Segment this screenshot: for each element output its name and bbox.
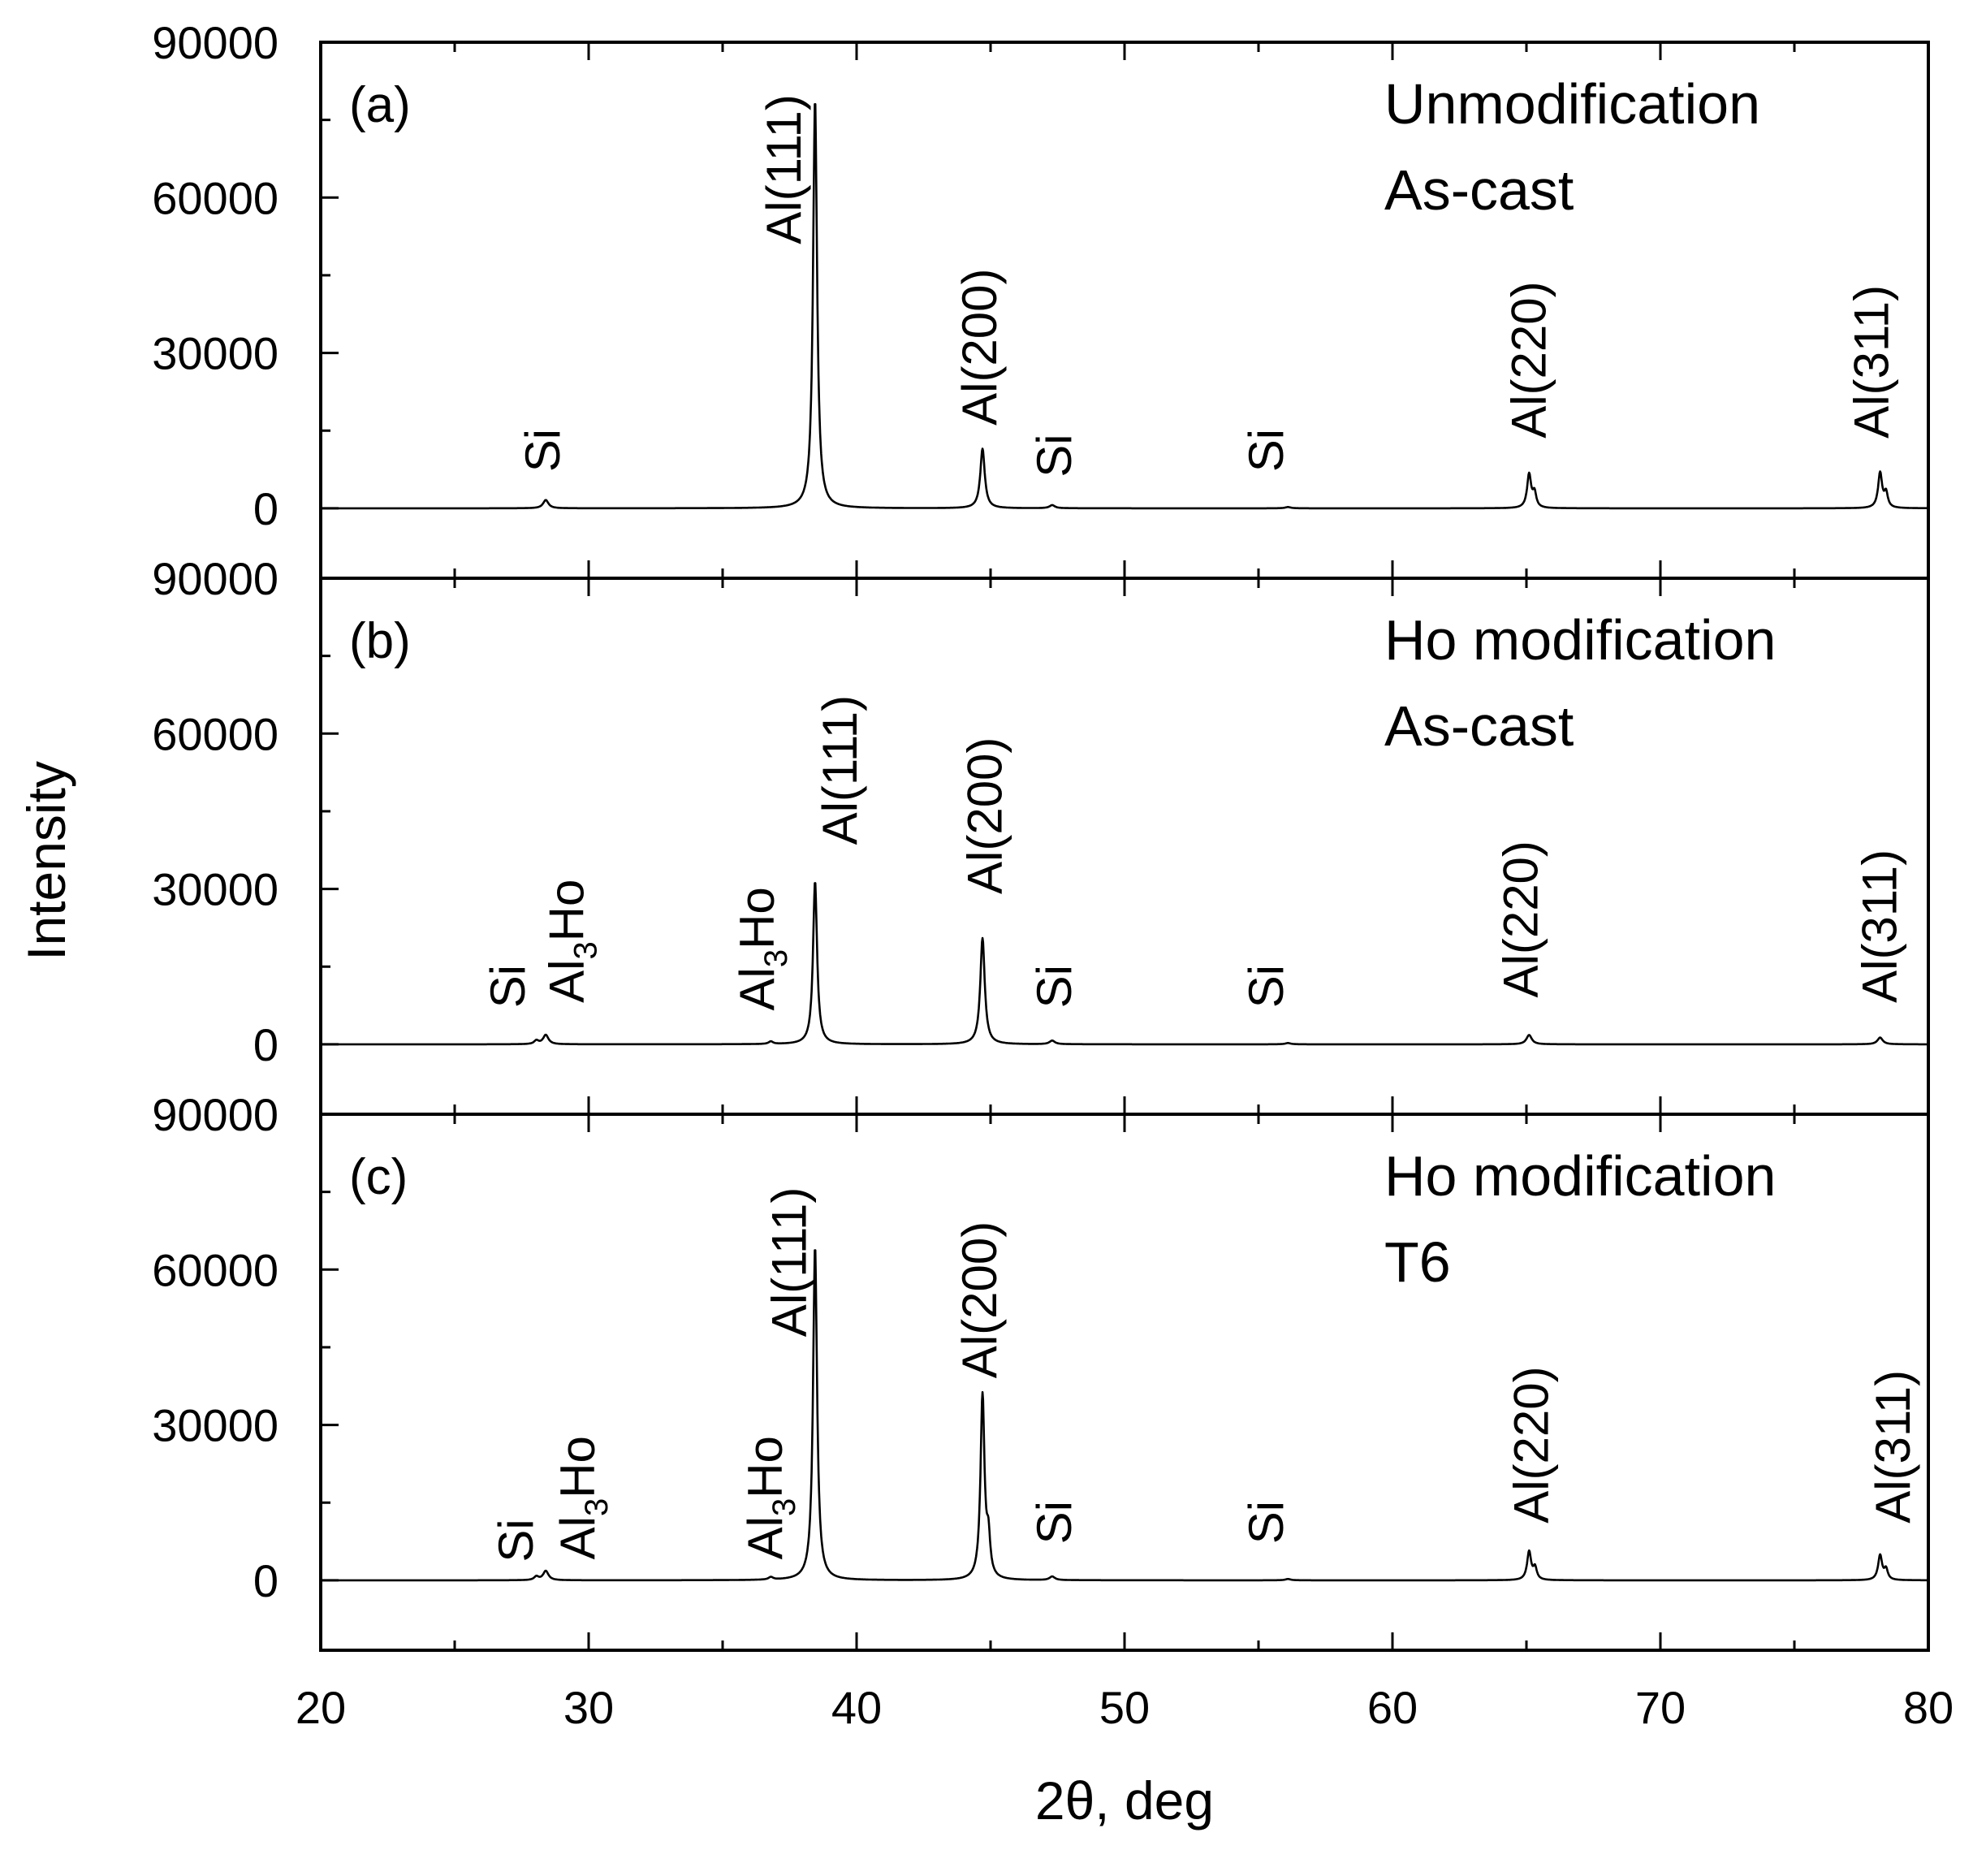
x-tick-label: 70 — [1635, 1682, 1686, 1733]
panel-tag: (c) — [349, 1149, 408, 1205]
panel-1: 0 30000 60000 90000 (a) Unmodification As-cast… — [152, 17, 1930, 580]
panel-title-line: Ho modification — [1384, 608, 1776, 672]
x-tick-label: 40 — [831, 1682, 882, 1733]
peak-label: Al(311) — [1853, 849, 1907, 1003]
peak-label: Al3Ho — [730, 887, 794, 1010]
x-tick-label: 20 — [296, 1682, 346, 1733]
peak-label-base: Al — [738, 1516, 792, 1559]
peak-label: Al(111) — [757, 94, 811, 244]
chart-root: 0 30000 60000 90000 (a) Unmodification As-cast… — [16, 17, 1954, 1831]
y-tick-label: 0 — [253, 1019, 278, 1070]
peak-label: Al(220) — [1505, 1366, 1559, 1523]
panel-title-line: T6 — [1384, 1230, 1451, 1294]
peak-label: Si — [1027, 434, 1081, 477]
x-axis-title: 2θ, deg — [1035, 1770, 1214, 1831]
peak-label-suffix: Ho — [550, 1436, 605, 1498]
y-tick-label: 0 — [253, 1555, 278, 1606]
peak-label-subscript: 3 — [568, 941, 604, 959]
y-tick-label: 90000 — [152, 17, 278, 68]
peak-label-base: Al — [730, 967, 784, 1010]
peak-label: Si — [1027, 1501, 1081, 1544]
peak-label-base: Al — [540, 960, 594, 1003]
peak-label: Al(200) — [957, 737, 1012, 894]
peak-label-suffix: Ho — [738, 1436, 792, 1498]
peak-label-subscript: 3 — [758, 949, 794, 967]
xrd-trace — [320, 103, 1929, 510]
peak-label: Si — [1027, 965, 1081, 1008]
y-tick-label: 30000 — [152, 1400, 278, 1451]
y-tick-label: 60000 — [152, 1244, 278, 1295]
panel-tag: (b) — [349, 613, 411, 669]
peak-label: Si — [481, 965, 535, 1008]
peak-label: Al(200) — [952, 268, 1007, 425]
peak-label: Si — [489, 1519, 543, 1562]
panel-title-line: As-cast — [1384, 694, 1574, 758]
y-tick-label: 30000 — [152, 328, 278, 379]
peak-label: Al3Ho — [550, 1436, 615, 1559]
peak-label: Si — [516, 429, 570, 472]
xrd-trace — [320, 1249, 1929, 1582]
y-tick-label: 90000 — [152, 553, 278, 604]
peak-label: Al(200) — [952, 1221, 1007, 1378]
peak-label: Si — [1239, 1501, 1293, 1544]
peak-label-suffix: Ho — [540, 880, 594, 942]
x-tick-label: 80 — [1903, 1682, 1954, 1733]
peak-label-base: Al — [550, 1516, 605, 1559]
y-tick-label: 90000 — [152, 1089, 278, 1140]
peak-label: Al3Ho — [738, 1436, 802, 1559]
peak-label: Al(311) — [1845, 285, 1899, 439]
peak-label: Al(220) — [1501, 281, 1556, 438]
y-tick-label: 60000 — [152, 708, 278, 759]
panel-tag: (a) — [349, 77, 411, 133]
x-tick-label: 60 — [1367, 1682, 1418, 1733]
peak-label: Al(111) — [813, 695, 867, 845]
y-axis-title: Intensity — [16, 761, 76, 961]
peak-label-subscript: 3 — [579, 1498, 615, 1516]
panel-title-line: Unmodification — [1384, 72, 1760, 136]
y-tick-label: 0 — [253, 483, 278, 534]
peak-label: Al(111) — [762, 1187, 817, 1338]
peak-label-suffix: Ho — [730, 887, 784, 949]
panel-title-line: Ho modification — [1384, 1144, 1776, 1208]
peak-label-subscript: 3 — [766, 1498, 802, 1516]
panel-2: 0 30000 60000 90000 (b) Ho modification As-cas… — [152, 553, 1930, 1116]
x-tick-label: 50 — [1099, 1682, 1150, 1733]
peak-label: Si — [1239, 965, 1293, 1008]
peak-label: Al3Ho — [540, 880, 604, 1003]
panel-title-line: As-cast — [1384, 158, 1574, 222]
xrd-trace — [320, 882, 1929, 1046]
peak-label: Al(220) — [1493, 841, 1548, 997]
peak-label: Al(311) — [1866, 1370, 1920, 1524]
peak-label: Si — [1239, 429, 1293, 472]
y-tick-label: 60000 — [152, 172, 278, 223]
y-tick-label: 30000 — [152, 864, 278, 915]
x-tick-label: 30 — [563, 1682, 614, 1733]
